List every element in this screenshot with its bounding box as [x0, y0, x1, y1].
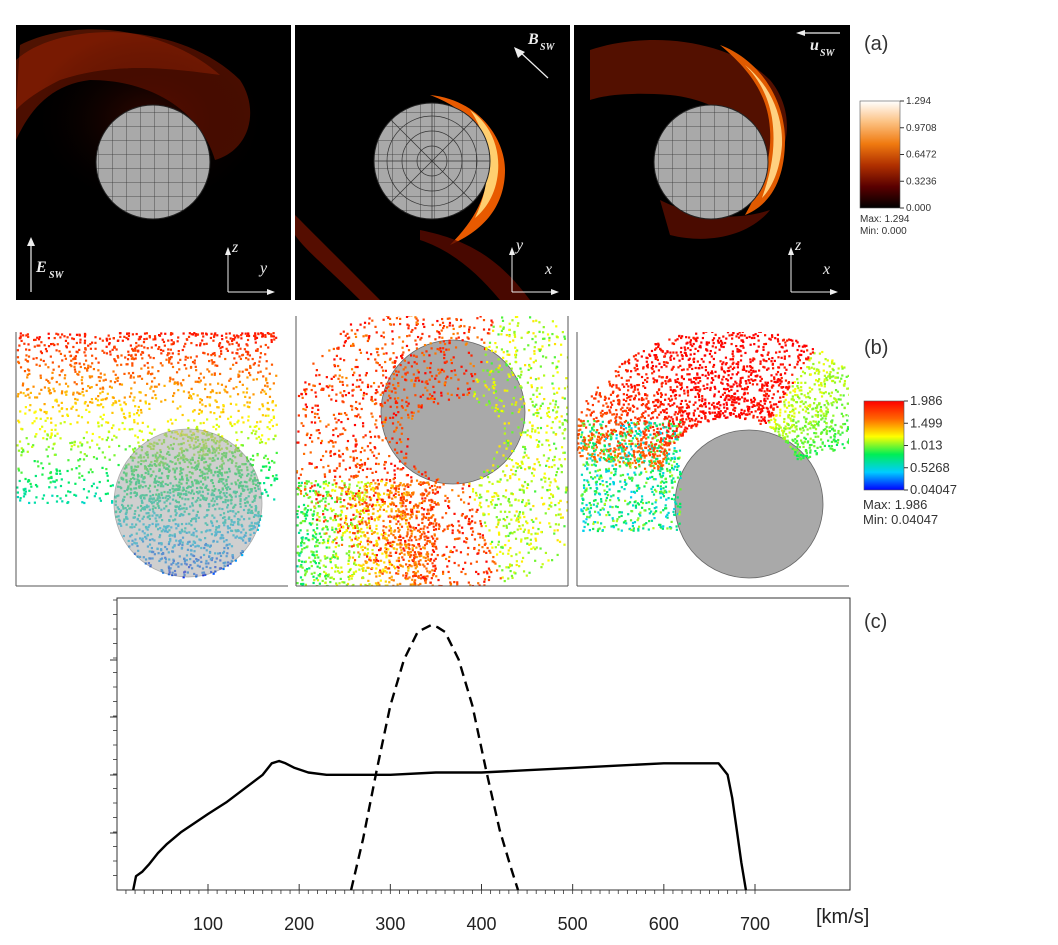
- colorbar-tick-label: 1.294: [906, 96, 931, 107]
- axis-label-up: y: [514, 237, 524, 254]
- planet-sphere: [674, 429, 824, 579]
- x-axis-unit: [km/s]: [816, 906, 869, 928]
- axis-label-up: z: [231, 239, 239, 256]
- x-tick-label: 200: [284, 914, 314, 934]
- chart-c: 100 200 300 400 500 600 700 [km/s]: [110, 597, 869, 934]
- b-sw-subscript: SW: [540, 42, 556, 53]
- series-dashed: [349, 623, 520, 891]
- panel-a-middle: B SW y x: [295, 25, 570, 300]
- panel-a-label: (a): [864, 33, 888, 55]
- colorbar-a-ticks: 1.294 0.9708 0.6472 0.3236 0.000: [900, 96, 937, 214]
- x-ticks: 100 200 300 400 500 600 700: [125, 884, 770, 934]
- axes-triad-left: [225, 247, 275, 295]
- colorbar-tick-label: 0.3236: [906, 176, 937, 187]
- axis-label-right: y: [258, 260, 268, 277]
- panel-a-right: u SW z x: [574, 25, 850, 300]
- x-tick-label: 700: [740, 914, 770, 934]
- colorbar-b-ticks: 1.986 1.499 1.013 0.5268 0.04047: [904, 393, 957, 497]
- colorbar-tick-label: 0.6472: [906, 150, 937, 161]
- panel-c-label: (c): [864, 611, 887, 633]
- e-sw-subscript: SW: [49, 270, 65, 281]
- b-sw-arrow: [514, 47, 549, 79]
- colorbar-tick-label: 0.000: [906, 203, 931, 214]
- planet-sphere: [373, 102, 491, 220]
- u-sw-arrow: [796, 30, 840, 36]
- x-tick-label: 500: [558, 914, 588, 934]
- x-tick-label: 100: [193, 914, 223, 934]
- plasma-glow: [295, 95, 530, 300]
- planet-sphere: [113, 428, 263, 578]
- e-sw-arrow: [27, 237, 35, 292]
- axis-label-right: x: [822, 261, 830, 278]
- particle-scatter: [577, 332, 849, 533]
- panel-a-left: E SW z y: [16, 25, 291, 300]
- planet-sphere: [380, 339, 526, 485]
- panel-b-middle: [295, 316, 569, 587]
- panel-b-left: [15, 332, 288, 587]
- x-tick-label: 400: [466, 914, 496, 934]
- colorbar-a-min: Min: 0.000: [860, 226, 907, 237]
- u-sw-label: u: [810, 37, 819, 54]
- b-sw-label: B: [527, 31, 539, 48]
- x-tick-label: 300: [375, 914, 405, 934]
- series-group: [132, 623, 748, 891]
- colorbar-tick-label: 0.5268: [910, 460, 950, 475]
- y-ticks: [110, 599, 117, 876]
- u-sw-subscript: SW: [820, 48, 836, 59]
- colorbar-b-min: Min: 0.04047: [863, 512, 938, 527]
- axis-label-right: x: [544, 261, 552, 278]
- panel-b-label: (b): [864, 337, 888, 359]
- colorbar-tick-label: 1.013: [910, 438, 943, 453]
- colorbar-a-max: Max: 1.294: [860, 214, 910, 225]
- x-tick-label: 600: [649, 914, 679, 934]
- planet-sphere: [95, 104, 211, 220]
- particle-scatter: [296, 316, 568, 586]
- colorbar-tick-label: 0.9708: [906, 123, 937, 134]
- series-solid: [132, 759, 748, 891]
- colorbar-b-max: Max: 1.986: [863, 497, 927, 512]
- plot-frame: [116, 597, 851, 891]
- axes-triad-middle: [509, 247, 559, 295]
- axes-triad-right: [788, 247, 838, 295]
- panel-b-right: [576, 332, 849, 587]
- colorbar-tick-label: 0.04047: [910, 482, 957, 497]
- colorbar-tick-label: 1.499: [910, 415, 943, 430]
- e-sw-label: E: [35, 259, 47, 276]
- plasma-glow: [590, 40, 787, 239]
- axis-label-up: z: [794, 237, 802, 254]
- planet-sphere: [653, 104, 769, 220]
- colorbar-tick-label: 1.986: [910, 393, 943, 408]
